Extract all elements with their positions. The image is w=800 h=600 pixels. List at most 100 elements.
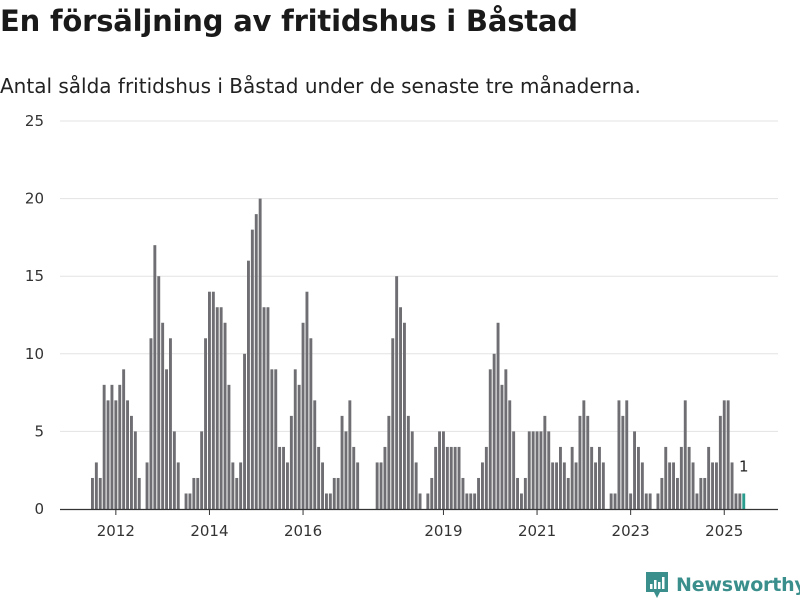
bar [664,446,668,509]
bar [286,462,289,509]
bar [211,291,215,509]
bar [200,431,204,509]
bar [293,369,297,509]
bar [274,369,278,509]
bar [520,493,523,509]
bar [278,446,282,509]
bar [250,229,254,509]
bar [348,400,352,509]
bar [718,415,722,509]
bar [586,415,590,509]
bar [406,415,410,509]
bar [395,276,399,509]
bar [321,462,324,509]
bar [481,462,484,509]
bar [122,369,126,509]
bar [484,446,488,509]
bar [149,338,153,509]
newsworthy-logo-icon [646,572,668,598]
bar [687,446,691,509]
bar [418,493,422,509]
bar [637,446,640,509]
bar [613,493,617,509]
bar [512,431,516,509]
bar [715,462,718,509]
bar [547,431,551,509]
bar [282,446,285,509]
bar [239,462,243,509]
bar [332,477,336,509]
bar [477,477,480,509]
bar [399,307,402,509]
bar [130,415,133,509]
bar [531,431,535,509]
bar [640,462,644,509]
bar [153,245,157,509]
x-axis-ticks: 2012 2014 2016 2019 2021 2023 2025 [97,509,743,540]
y-tick-label: 10 [25,345,44,363]
bar [352,446,356,509]
bar [543,415,547,509]
bar [504,369,508,509]
bar [535,431,539,509]
bar [391,338,395,509]
bar [254,214,258,509]
bar [656,493,660,509]
bar [379,462,383,509]
bar [356,462,360,509]
bar [578,415,582,509]
bar [660,477,664,509]
newsworthy-brand[interactable]: Newsworthy [644,570,800,600]
bar [734,493,738,509]
bar [566,477,570,509]
bar [91,477,94,509]
bar [426,493,430,509]
bar [496,322,500,509]
bar [449,446,453,509]
bar [523,477,527,509]
bar [500,384,504,509]
bar [442,431,445,509]
x-tick-label: 2014 [190,522,228,540]
gridlines [60,120,778,432]
bar [192,477,196,509]
bar [722,400,726,509]
bar-highlight [742,493,746,509]
bar [223,322,227,509]
bar [375,462,379,509]
bar [137,477,141,509]
bar [703,477,707,509]
bar [648,493,652,509]
bar [145,462,149,509]
bar [403,322,406,509]
bar [344,431,348,509]
bar [508,400,512,509]
bar [707,446,711,509]
bar [683,400,687,509]
bar [340,415,344,509]
bar [609,493,613,509]
bar [196,477,200,509]
y-axis-ticks: 0 5 10 15 20 25 [25,112,44,518]
bar [231,462,235,509]
bar [309,338,313,509]
bar [98,477,102,509]
bar [176,462,180,509]
bar [559,446,562,509]
bar [313,400,317,509]
bar [691,462,695,509]
bar [114,400,118,509]
bar [430,477,434,509]
bar [625,400,629,509]
bar [601,462,605,509]
bar [106,400,110,509]
bar [169,338,172,509]
bar [328,493,332,509]
bar [594,462,597,509]
bar [208,291,211,509]
brand-name: Newsworthy [676,574,800,596]
bar [469,493,473,509]
y-tick-label: 20 [25,190,44,208]
bar [161,322,165,509]
